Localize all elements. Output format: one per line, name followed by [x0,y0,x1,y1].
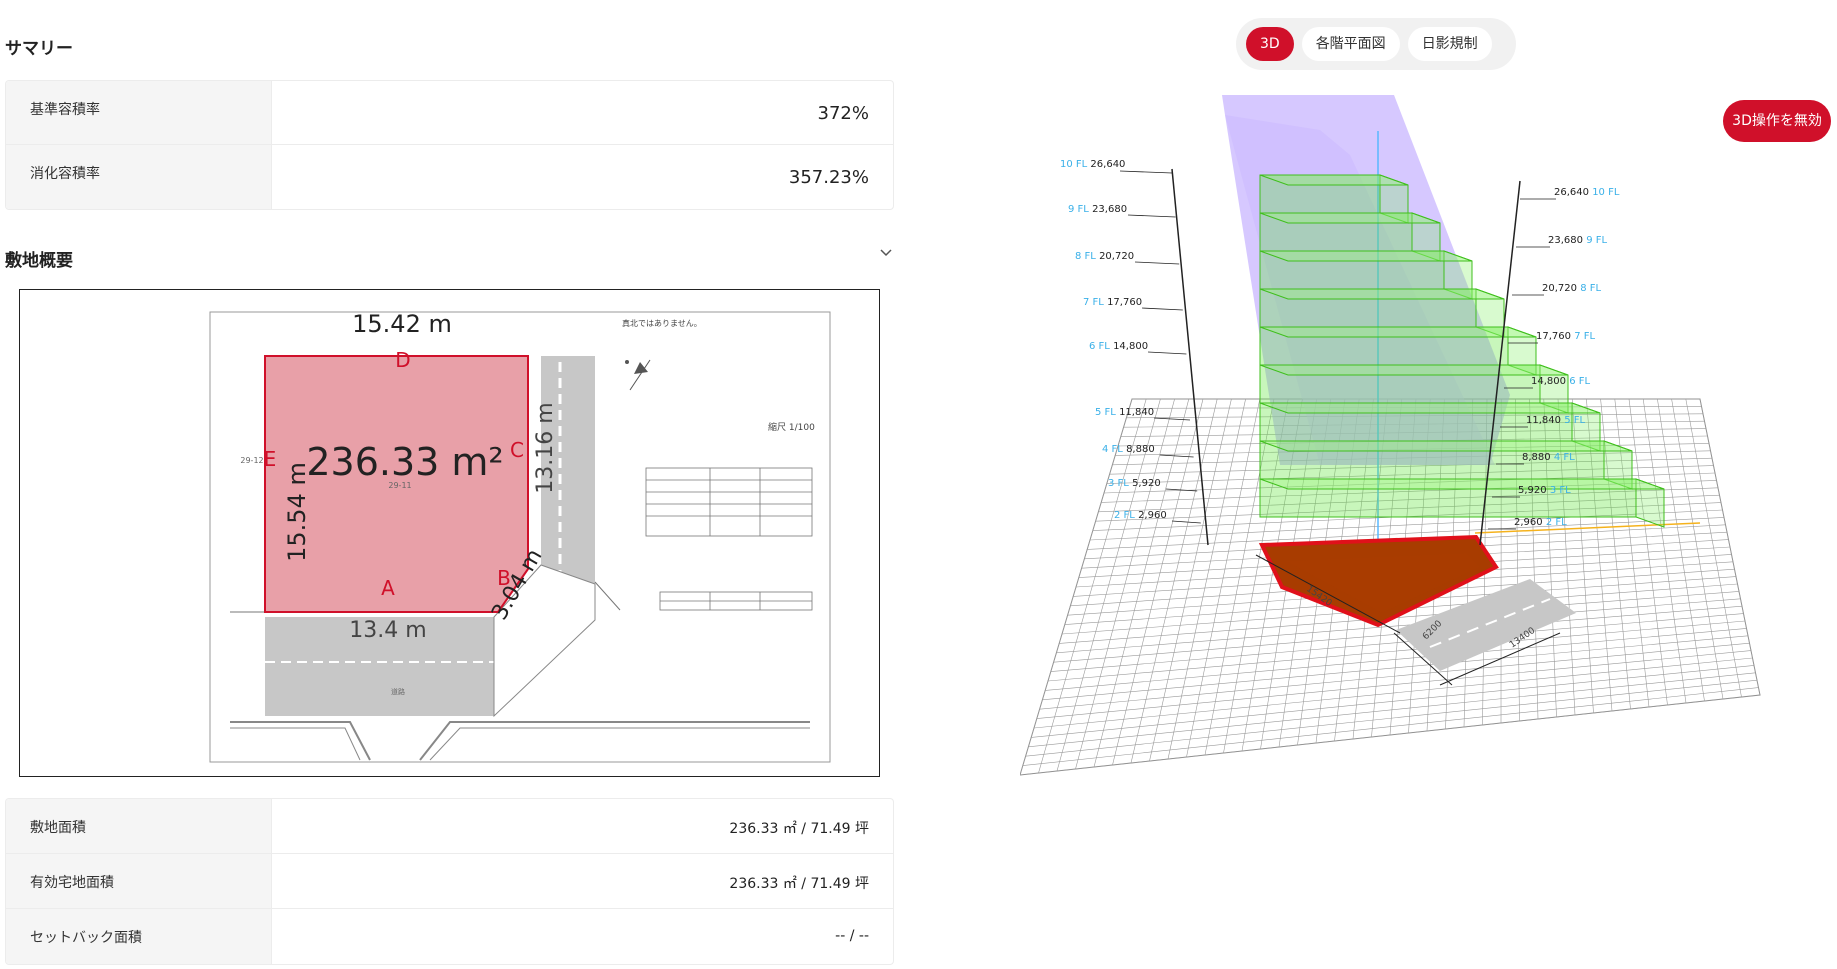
point-c-label: C [510,438,524,462]
summary-label: 消化容積率 [6,145,272,209]
site-value: 236.33 ㎡ / 71.49 坪 [729,876,869,892]
site-plan-image: 15.42 m D 236.33 m² 29-11 29-12 E C A B … [19,289,880,777]
right-floor-label: 8,880 4 FL [1522,452,1575,463]
disable-3d-button[interactable]: 3D操作を無効 [1723,100,1831,142]
adjacent-lot-right [541,356,595,584]
view-tabs: 3D 各階平面図 日影規制 [1236,18,1516,70]
left-floor-label: 6 FL 14,800 [1089,341,1148,352]
site-area-label: 236.33 m² [306,440,503,484]
floor-volume [1259,440,1633,490]
site-row-setback-area: セットバック面積 -- / -- [6,909,893,964]
left-floor-label: 7 FL 17,760 [1083,297,1142,308]
site-row-area: 敷地面積 236.33 ㎡ / 71.49 坪 [6,799,893,854]
tab-floor-plans[interactable]: 各階平面図 [1301,27,1400,61]
north-note: 真北ではありません。 [622,318,702,328]
site-value: -- / -- [835,928,869,944]
left-floor-label: 2 FL 2,960 [1114,510,1167,521]
tab-shadow-regulation[interactable]: 日影規制 [1407,27,1492,61]
parcel-main-label: 29-11 [388,481,411,490]
floor-volume [1259,364,1569,414]
edge-right-length: 13.16 m [533,402,558,493]
site-label: セットバック面積 [6,909,272,964]
left-floor-label: 9 FL 23,680 [1068,204,1127,215]
right-floor-label: 20,720 8 FL [1542,283,1601,294]
site-row-effective-area: 有効宅地面積 236.33 ㎡ / 71.49 坪 [6,854,893,909]
road-area [265,617,494,716]
summary-title: サマリー [5,39,73,59]
floor-volume [1259,478,1665,528]
right-floor-label: 2,960 2 FL [1514,517,1567,528]
summary-row-used-far: 消化容積率 357.23% [6,145,893,209]
floor-dimension-lines [1119,168,1561,686]
right-floor-label: 14,800 6 FL [1531,376,1590,387]
horizontal-axis [1474,522,1701,534]
right-floor-label: 23,680 9 FL [1548,235,1607,246]
left-floor-label: 5 FL 11,840 [1095,407,1154,418]
floor-volume [1259,326,1537,376]
edge-bottom-length: 13.4 m [349,618,426,643]
site-overview-table: 敷地面積 236.33 ㎡ / 71.49 坪 有効宅地面積 236.33 ㎡ … [5,798,894,965]
point-a-label: A [381,576,395,600]
point-d-label: D [395,348,410,372]
summary-table: 基準容積率 372% 消化容積率 357.23% [5,80,894,210]
floor-volume [1259,288,1505,338]
edge-left-length: 15.54 m [283,462,311,562]
right-floor-label: 17,760 7 FL [1536,331,1595,342]
height-envelope [1222,95,1510,465]
left-floor-label: 10 FL 26,640 [1060,159,1125,170]
right-floor-label: 5,920 3 FL [1518,485,1571,496]
tab-3d[interactable]: 3D [1246,27,1294,61]
scale-note: 縮尺 1/100 [768,421,815,433]
site-label: 有効宅地面積 [6,854,272,908]
parcel-left-label: 29-12 [240,456,263,465]
edge-top-length: 15.42 m [352,310,452,338]
left-floor-label: 8 FL 20,720 [1075,251,1134,262]
point-e-label: E [264,447,277,471]
summary-value: 357.23% [788,167,869,188]
coordinate-table-2 [659,591,813,611]
right-floor-label: 26,640 10 FL [1554,187,1620,198]
left-floor-label: 3 FL 5,920 [1108,478,1161,489]
site-lot-polygon [264,355,529,613]
point-b-label: B [497,566,511,590]
site-label: 敷地面積 [6,799,272,853]
right-floor-label: 11,840 5 FL [1526,415,1585,426]
left-panel: サマリー 基準容積率 372% 消化容積率 357.23% 敷地概要 [0,0,900,969]
north-arrow-icon [625,359,651,391]
site-overview-title: 敷地概要 [5,251,73,271]
summary-value: 372% [817,103,869,124]
chevron-down-icon[interactable] [879,246,893,262]
building-volume [1259,174,1665,528]
summary-row-base-far: 基準容積率 372% [6,81,893,145]
site-value: 236.33 ㎡ / 71.49 坪 [729,821,869,837]
3d-viewer[interactable]: 6200 15420 13400 10 FL 26,640 9 FL 23,68… [1019,85,1837,815]
floor-volume [1259,212,1441,262]
summary-label: 基準容積率 [6,81,272,144]
road-label: 道路 [391,687,405,696]
coordinate-table-1 [645,467,813,537]
left-floor-label: 4 FL 8,880 [1102,444,1155,455]
